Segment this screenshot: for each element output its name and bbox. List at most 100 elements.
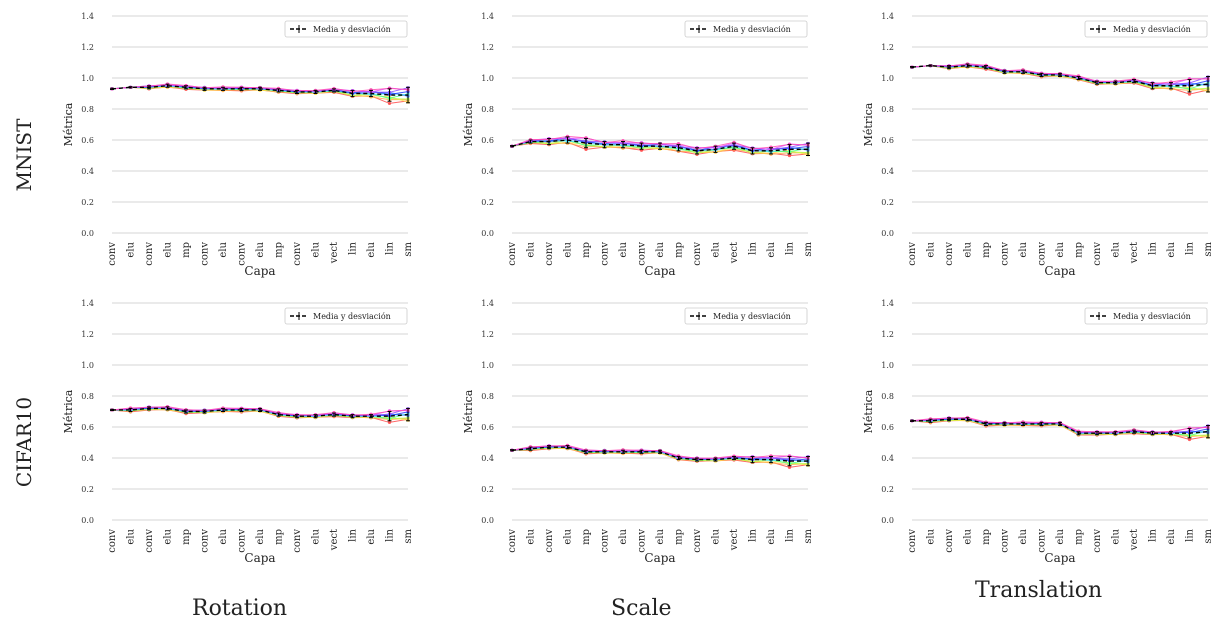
x-axis-label: Capa [244, 551, 275, 565]
y-tick-label: 0.2 [481, 485, 494, 494]
x-tick-label: elu [126, 241, 137, 257]
y-tick-label: 0.0 [81, 516, 94, 525]
legend-box [684, 307, 808, 325]
x-tick-label: elu [711, 241, 722, 257]
x-tick-label: elu [963, 241, 974, 257]
x-tick-label: sm [403, 528, 414, 543]
y-tick-label: 0.8 [481, 105, 494, 114]
x-tick-label: elu [1018, 241, 1029, 257]
series-point [387, 101, 392, 106]
y-axis-label: Métrica [862, 389, 875, 433]
y-tick-label: 1.4 [881, 12, 894, 21]
x-tick-label: conv [107, 529, 118, 553]
x-tick-label: elu [926, 528, 937, 544]
x-tick-label: elu [218, 528, 229, 544]
x-tick-label: elu [366, 241, 377, 257]
legend: Media y desviación [1084, 307, 1208, 325]
x-tick-label: conv [600, 529, 611, 553]
y-tick-label: 0.2 [81, 485, 94, 494]
y-tick-label: 0.8 [481, 392, 494, 401]
x-tick-label: elu [655, 528, 666, 544]
x-tick-label: conv [1092, 242, 1103, 266]
x-tick-label: elu [1055, 241, 1066, 257]
x-tick-label: conv [107, 242, 118, 266]
x-tick-label: elu [563, 241, 574, 257]
y-tick-label: 0.8 [81, 392, 94, 401]
legend-box [684, 20, 808, 38]
legend-label: Media y desviación [1113, 25, 1191, 34]
x-tick-label: elu [711, 528, 722, 544]
x-tick-label: mp [674, 529, 685, 545]
x-tick-label: elu [1111, 241, 1122, 257]
y-tick-label: 0.6 [881, 423, 894, 432]
x-tick-label: elu [366, 528, 377, 544]
x-tick-label: conv [237, 242, 248, 266]
x-tick-label: conv [292, 242, 303, 266]
x-tick-label: conv [507, 529, 518, 553]
y-axis-label: Métrica [462, 389, 475, 433]
legend: Media y desviación [284, 20, 408, 38]
x-tick-label: conv [544, 242, 555, 266]
x-axis-label: Capa [1044, 551, 1075, 565]
y-tick-label: 0.4 [81, 454, 94, 463]
legend-label: Media y desviación [713, 312, 791, 321]
x-tick-label: elu [1166, 528, 1177, 544]
series-point [584, 147, 588, 151]
y-tick-label: 0.4 [881, 454, 894, 463]
x-tick-label: mp [581, 529, 592, 545]
x-tick-label: elu [963, 528, 974, 544]
y-tick-label: 1.0 [481, 74, 494, 83]
x-tick-label: conv [200, 242, 211, 266]
x-tick-label: elu [311, 241, 322, 257]
y-tick-label: 0.0 [881, 516, 894, 525]
x-tick-label: mp [674, 242, 685, 258]
x-axis-label: Capa [644, 264, 675, 278]
x-tick-label: mp [1074, 529, 1085, 545]
y-tick-label: 1.4 [81, 12, 94, 21]
legend: Media y desviación [684, 307, 808, 325]
legend: Media y desviación [684, 20, 808, 38]
y-axis-label: Métrica [462, 102, 475, 146]
x-tick-label: elu [1055, 528, 1066, 544]
x-tick-label: sm [803, 528, 814, 543]
x-tick-label: vect [1129, 529, 1140, 551]
x-tick-label: conv [1037, 529, 1048, 553]
y-tick-label: 1.0 [81, 361, 94, 370]
x-tick-label: conv [600, 242, 611, 266]
x-tick-label: elu [1111, 528, 1122, 544]
x-tick-label: vect [1129, 242, 1140, 264]
x-tick-label: conv [1000, 529, 1011, 553]
y-tick-label: 0.2 [881, 485, 894, 494]
legend-box [1084, 20, 1208, 38]
x-tick-label: lin [348, 528, 359, 541]
x-tick-label: elu [1166, 241, 1177, 257]
y-tick-label: 1.2 [81, 43, 94, 52]
y-tick-label: 0.2 [881, 198, 894, 207]
y-tick-label: 1.0 [881, 361, 894, 370]
x-tick-label: conv [637, 529, 648, 553]
y-tick-label: 1.0 [81, 74, 94, 83]
x-tick-label: conv [544, 529, 555, 553]
x-tick-label: sm [403, 241, 414, 256]
x-tick-label: mp [181, 242, 192, 258]
x-tick-label: conv [1037, 242, 1048, 266]
y-tick-label: 1.0 [481, 361, 494, 370]
series-line [911, 65, 1209, 92]
x-tick-label: lin [748, 528, 759, 541]
x-tick-label: elu [926, 241, 937, 257]
x-tick-label: elu [126, 528, 137, 544]
x-tick-label: lin [1185, 528, 1196, 541]
x-tick-label: elu [218, 241, 229, 257]
y-tick-label: 1.4 [881, 299, 894, 308]
legend-label: Media y desviación [1113, 312, 1191, 321]
column-label-scale: Scale [611, 596, 672, 621]
y-tick-label: 0.6 [881, 136, 894, 145]
y-tick-label: 0.0 [481, 516, 494, 525]
x-tick-label: conv [144, 242, 155, 266]
y-tick-label: 0.0 [481, 229, 494, 238]
x-tick-label: conv [144, 529, 155, 553]
y-tick-label: 1.0 [881, 74, 894, 83]
x-tick-label: elu [526, 241, 537, 257]
